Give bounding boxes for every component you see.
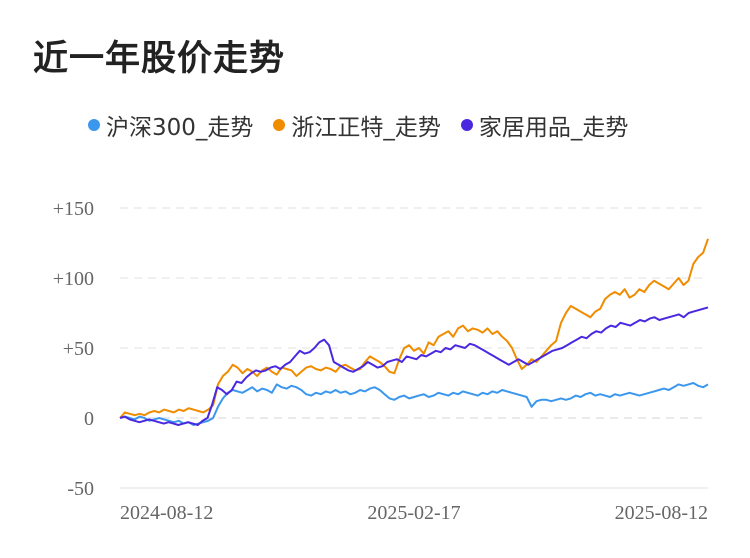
- legend-item-hs300[interactable]: 沪深300_走势: [88, 108, 253, 142]
- legend-label-hs300: 沪深300_走势: [106, 115, 254, 141]
- legend-item-zjzt[interactable]: 浙江正特_走势: [273, 108, 441, 142]
- x-tick-label: 2024-08-12: [120, 502, 213, 524]
- y-axis-ticks: +150 +100 +50 0 -50: [53, 198, 94, 500]
- series-line-1[interactable]: [119, 238, 709, 419]
- y-tick-label: +100: [53, 268, 94, 290]
- legend: 沪深300_走势 浙江正特_走势 家居用品_走势: [88, 108, 648, 142]
- legend-label-jjyp: 家居用品_走势: [478, 115, 629, 141]
- x-axis-ticks: 2024-08-12 2025-02-17 2025-08-12: [120, 502, 708, 524]
- series-line-2[interactable]: [119, 306, 709, 426]
- y-tick-label: +50: [63, 338, 94, 360]
- legend-dot-zjzt-icon: [273, 119, 286, 131]
- series-lines: [119, 238, 709, 426]
- x-tick-label: 2025-08-12: [615, 502, 708, 524]
- legend-dot-jjyp-icon: [460, 119, 473, 131]
- legend-label-zjzt: 浙江正特_走势: [291, 115, 441, 141]
- x-tick-label: 2025-02-17: [367, 502, 460, 524]
- legend-item-jjyp[interactable]: 家居用品_走势: [460, 108, 629, 142]
- legend-dot-hs300-icon: [88, 119, 100, 131]
- y-tick-label: -50: [67, 478, 94, 500]
- grid-lines: [120, 207, 708, 489]
- y-tick-label: 0: [84, 408, 94, 430]
- chart-title: 近一年股价走势: [33, 39, 286, 79]
- series-line-0[interactable]: [119, 382, 709, 426]
- y-tick-label: +150: [53, 198, 94, 220]
